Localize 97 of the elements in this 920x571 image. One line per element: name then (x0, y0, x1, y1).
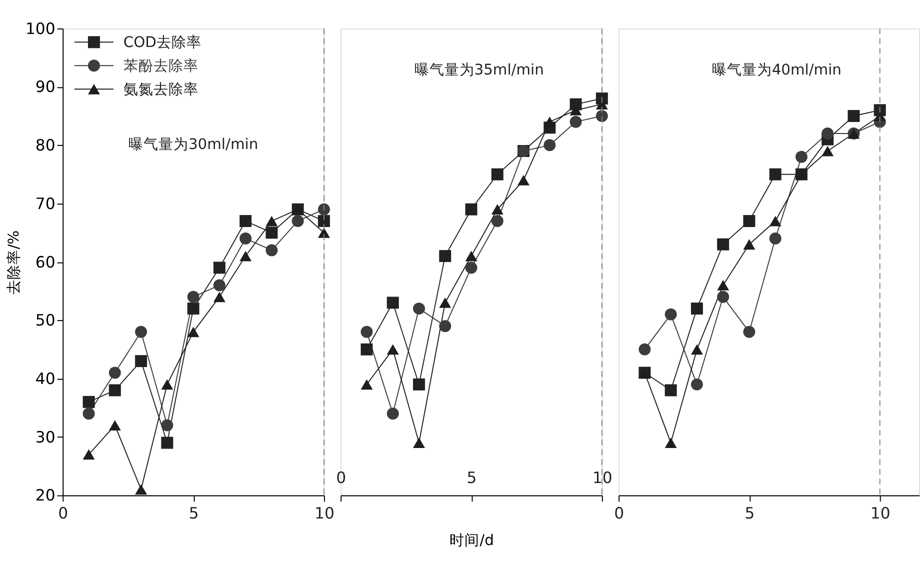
point (491, 168, 504, 180)
point (386, 408, 399, 420)
point (161, 379, 174, 390)
point (108, 420, 121, 430)
x-tick-label: 5 (466, 468, 477, 488)
y-tick-label: 80 (35, 136, 56, 155)
point (187, 290, 200, 303)
y-tick-label: 100 (25, 18, 56, 38)
point (848, 110, 860, 122)
point (769, 168, 782, 180)
point (161, 436, 174, 449)
point (135, 355, 148, 368)
point (743, 326, 756, 338)
point (135, 484, 148, 495)
point (795, 150, 808, 163)
point (664, 438, 677, 448)
point (544, 116, 556, 128)
x-tick-label: 0 (58, 503, 68, 522)
point (743, 239, 756, 250)
point (439, 320, 452, 332)
point (439, 250, 452, 262)
y-tick-label: 70 (35, 194, 56, 213)
point (360, 326, 373, 338)
x-axis-title: 时间/d (450, 532, 494, 550)
point (266, 216, 278, 226)
point (292, 215, 304, 228)
x-tick-label: 0 (614, 503, 624, 522)
point (108, 366, 121, 379)
point (717, 238, 730, 250)
point (465, 262, 478, 274)
point (213, 262, 226, 274)
legend-label: 苯酚去除率 (123, 58, 198, 75)
legend-label: COD去除率 (123, 34, 202, 52)
point (439, 298, 452, 308)
point (240, 250, 252, 262)
x-tick-label: 10 (592, 468, 612, 488)
point (570, 116, 582, 128)
point (491, 215, 504, 228)
point (318, 228, 330, 238)
point (386, 296, 399, 309)
point (690, 302, 703, 315)
annotation: 曝气量为30ml/min (128, 136, 258, 153)
point (187, 302, 200, 315)
x-tick-label: 0 (336, 468, 346, 488)
point (717, 280, 730, 290)
y-tick-label: 60 (35, 252, 56, 272)
y-tick-label: 20 (35, 486, 56, 505)
point (544, 139, 556, 152)
y-tick-label: 40 (35, 368, 56, 388)
point (213, 292, 226, 302)
y-tick-label: 50 (35, 310, 56, 330)
point (318, 215, 330, 228)
point (822, 146, 834, 156)
point (187, 326, 200, 338)
point (386, 344, 399, 355)
legend-label: 氨氮去除率 (123, 81, 198, 98)
point (664, 384, 677, 396)
point (82, 408, 95, 420)
point (213, 279, 226, 292)
point (266, 244, 278, 256)
point (664, 308, 677, 320)
point (161, 419, 174, 432)
point (690, 344, 703, 355)
point (769, 216, 782, 226)
point (82, 449, 95, 460)
point (413, 378, 425, 390)
point (822, 128, 834, 140)
point (743, 215, 756, 228)
point (82, 396, 95, 408)
x-tick-label: 5 (744, 503, 755, 522)
point (360, 379, 373, 390)
y-axis-title: 去除率/% (6, 230, 23, 294)
x-tick-label: 10 (870, 503, 890, 522)
point (491, 204, 504, 215)
point (413, 302, 425, 315)
point (413, 438, 425, 448)
point (318, 203, 330, 216)
point (240, 232, 252, 245)
point (717, 290, 730, 303)
annotation: 曝气量为40ml/min (712, 61, 842, 78)
x-tick-label: 5 (188, 503, 199, 522)
x-tick-label: 10 (314, 503, 334, 522)
point (465, 250, 478, 262)
point (240, 215, 252, 228)
point (769, 232, 782, 245)
point (465, 203, 478, 216)
annotation: 曝气量为35ml/min (414, 61, 544, 78)
point (638, 343, 651, 356)
point (108, 384, 121, 396)
y-tick-label: 90 (35, 77, 56, 96)
point (360, 343, 373, 356)
y-tick-label: 30 (35, 427, 56, 446)
point (266, 226, 278, 239)
point (518, 174, 530, 186)
point (596, 110, 608, 122)
point (690, 378, 703, 390)
point (135, 326, 148, 338)
